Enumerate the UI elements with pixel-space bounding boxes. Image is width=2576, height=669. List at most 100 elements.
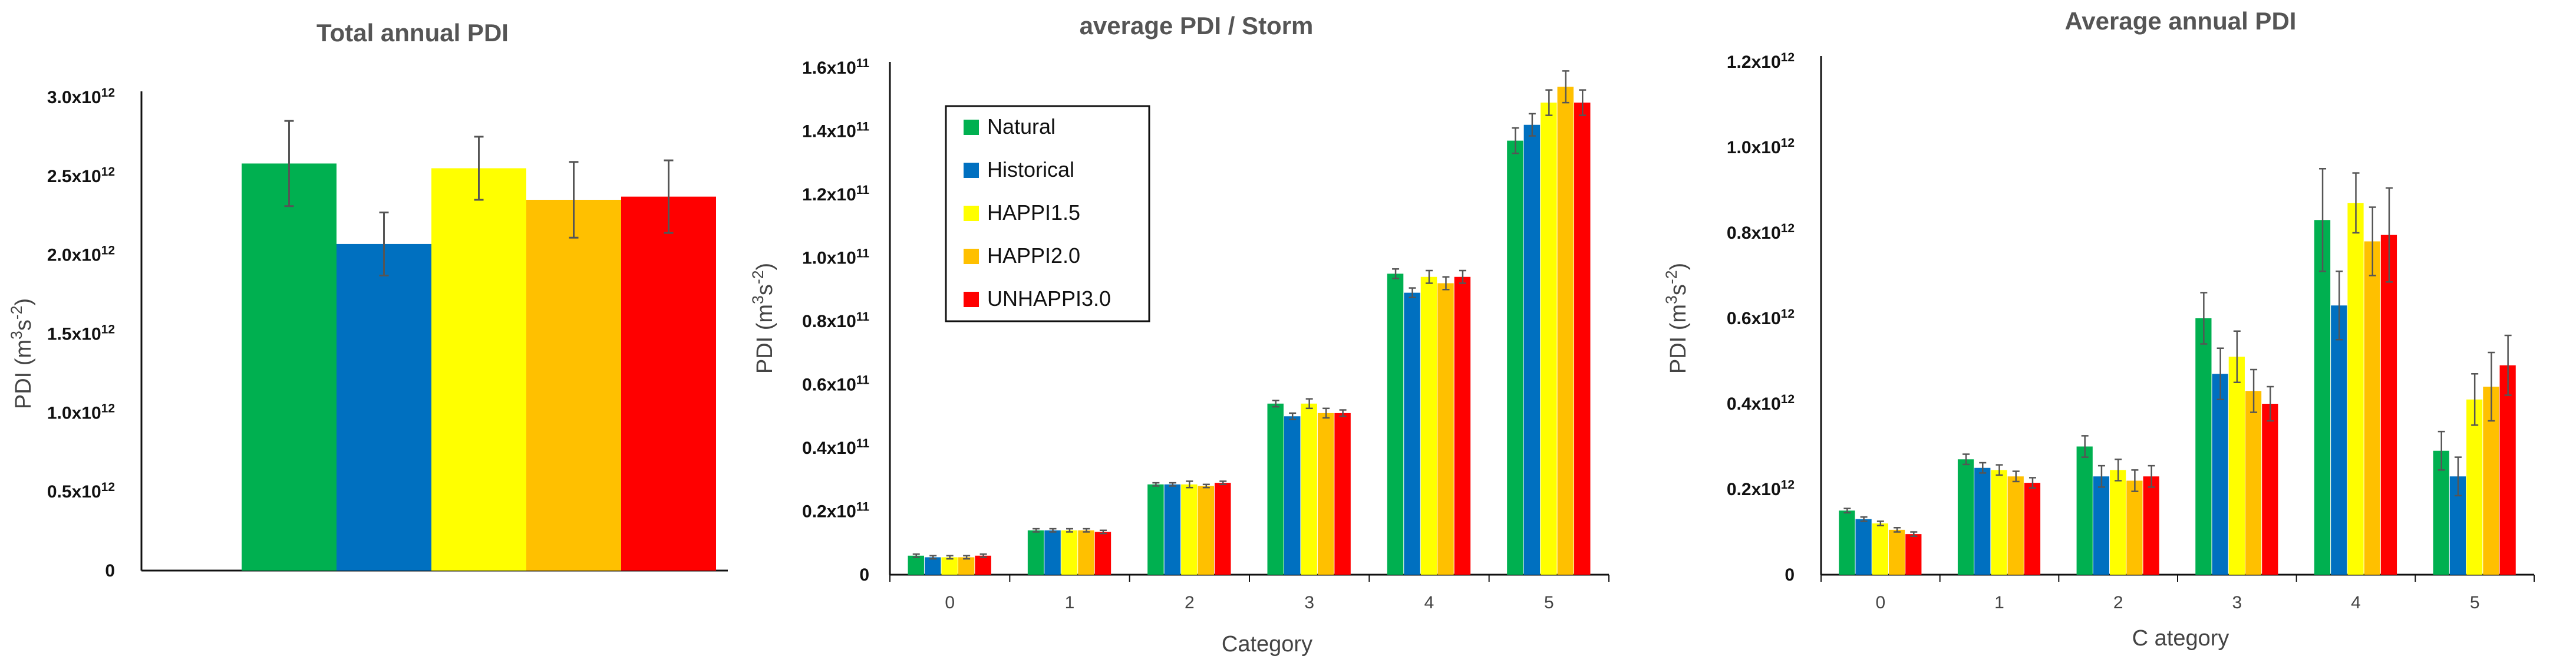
bar-Natural [1957,459,1974,575]
x-tick-label: 5 [1544,593,1554,612]
bar-Natural [1027,530,1044,575]
x-tick-label: 1 [1065,593,1075,612]
bar-Natural [1387,273,1404,575]
y-axis-label: PDI (m3s-2) [8,298,36,409]
bar-UNHAPPI3.0 [975,555,991,575]
y-tick-label: 0 [105,561,115,581]
y-tick-label: 3.0x1012 [47,86,115,108]
bar-HAPPI2.0 [2364,241,2380,575]
y-tick-label: 1.5x1012 [47,322,115,344]
chart-title: average PDI / Storm [1080,12,1314,39]
y-tick-label: 0.8x1012 [1727,222,1795,243]
chart-3: Average annual PDI PDI (m3s-2) 0 0.2x1012 0.… [1663,7,2535,651]
bar-Natural [1507,140,1523,575]
bar-Natural [908,555,924,575]
bar-UNHAPPI3.0 [2380,235,2397,575]
bar-HAPPI2.0 [958,557,975,575]
bar-Historical [2093,476,2110,575]
x-tick-label: 2 [1185,593,1195,612]
bar-Historical [1044,530,1061,575]
bar-HAPPI1.5 [2228,357,2245,575]
bar-Natural [1147,484,1164,575]
y-tick-label: 0 [1785,565,1795,585]
bar-HAPPI1.5 [1181,484,1198,575]
legend-swatch-Natural [964,120,979,135]
bar-Historical [1523,124,1541,575]
bar-HAPPI2.0 [1437,283,1454,575]
bar-UNHAPPI3.0 [1454,276,1471,575]
y-tick-label: 1.0x1012 [1727,136,1795,158]
legend-swatch-HAPPI1.5 [964,206,979,221]
legend: Natural Historical HAPPI1.5 HAPPI2.0 UNHAPPI… [945,105,1150,322]
y-tick-label: 1.0x1012 [47,401,115,423]
legend-label: Natural [987,114,1056,139]
y-tick-label: 1.2x1011 [802,183,869,205]
bar-Natural [2195,318,2212,575]
bar-Natural [242,163,337,571]
bar-Natural [2314,220,2331,575]
x-tick-label: 1 [1994,593,2004,612]
bar-HAPPI2.0 [1198,486,1215,575]
y-tick-label: 1.0x1011 [802,246,869,268]
y-tick-label: 1.2x1012 [1727,51,1795,72]
legend-swatch-HAPPI2.0 [964,249,979,264]
bar-HAPPI2.0 [1557,87,1574,575]
x-tick-label: 0 [1875,593,1885,612]
bar-Natural [1267,403,1284,575]
bar-UNHAPPI3.0 [2262,404,2278,575]
x-tick-label: 3 [2232,593,2242,612]
bar-Historical [2212,374,2228,575]
bar-UNHAPPI3.0 [1574,103,1591,575]
legend-swatch-UNHAPPI3.0 [964,292,979,307]
y-tick-label: 0.2x1012 [1727,478,1795,500]
x-tick-label: 0 [945,593,955,612]
bar-HAPPI2.0 [1888,529,1905,575]
chart-title: Total annual PDI [316,19,509,47]
bar-HAPPI1.5 [2110,470,2126,575]
bar-HAPPI2.0 [2007,476,2024,575]
legend-label: HAPPI2.0 [987,243,1080,268]
y-tick-label: 0.4x1011 [802,437,869,459]
bar-Historical [1164,484,1181,575]
chart-1: Total annual PDI PDI (m3s-2) 0 0.5x1012 1.0x… [8,19,728,581]
bar-HAPPI1.5 [941,557,958,575]
bar-UNHAPPI3.0 [2143,476,2159,575]
bar-HAPPI1.5 [1541,103,1557,575]
x-tick-label: 4 [2351,593,2361,612]
bar-UNHAPPI3.0 [1094,532,1111,575]
bar-Historical [1284,416,1301,575]
bar-HAPPI2.0 [1078,530,1094,575]
bar-HAPPI1.5 [1420,276,1437,575]
legend-label: Historical [987,157,1074,182]
chart-title: Average annual PDI [2065,7,2297,35]
bar-UNHAPPI3.0 [1905,534,1922,575]
bar-Historical [1404,292,1420,575]
y-axis-label: PDI (m3s-2) [749,263,777,374]
legend-box [945,105,1150,322]
y-tick-label: 0.6x1011 [802,373,869,395]
y-tick-label: 0.4x1012 [1727,393,1795,414]
bar-HAPPI1.5 [1061,530,1078,575]
bar-Historical [924,557,941,575]
y-axis-label: PDI (m3s-2) [1663,263,1691,374]
bar-HAPPI2.0 [526,199,621,571]
y-tick-label: 1.4x1011 [802,120,869,141]
y-tick-label: 1.6x1011 [802,57,869,78]
bar-UNHAPPI3.0 [1215,483,1231,575]
bar-HAPPI1.5 [431,168,526,571]
chart-2: average PDI / Storm PDI (m3s-2) 0 0.2x1011 0… [749,12,1609,657]
y-tick-label: 0.5x1012 [47,480,115,502]
bar-UNHAPPI3.0 [1334,413,1351,575]
y-tick-label: 0.8x1011 [802,310,869,332]
x-tick-label: 3 [1304,593,1314,612]
y-tick-label: 0.2x1011 [802,500,869,522]
y-tick-label: 2.5x1012 [47,164,115,186]
x-tick-label: 2 [2113,593,2123,612]
bar-Historical [1974,467,1991,575]
legend-swatch-Historical [964,163,979,178]
bar-HAPPI2.0 [1317,413,1334,575]
bar-Historical [1855,519,1872,575]
y-tick-label: 0 [859,565,869,585]
bar-HAPPI1.5 [1872,523,1888,575]
